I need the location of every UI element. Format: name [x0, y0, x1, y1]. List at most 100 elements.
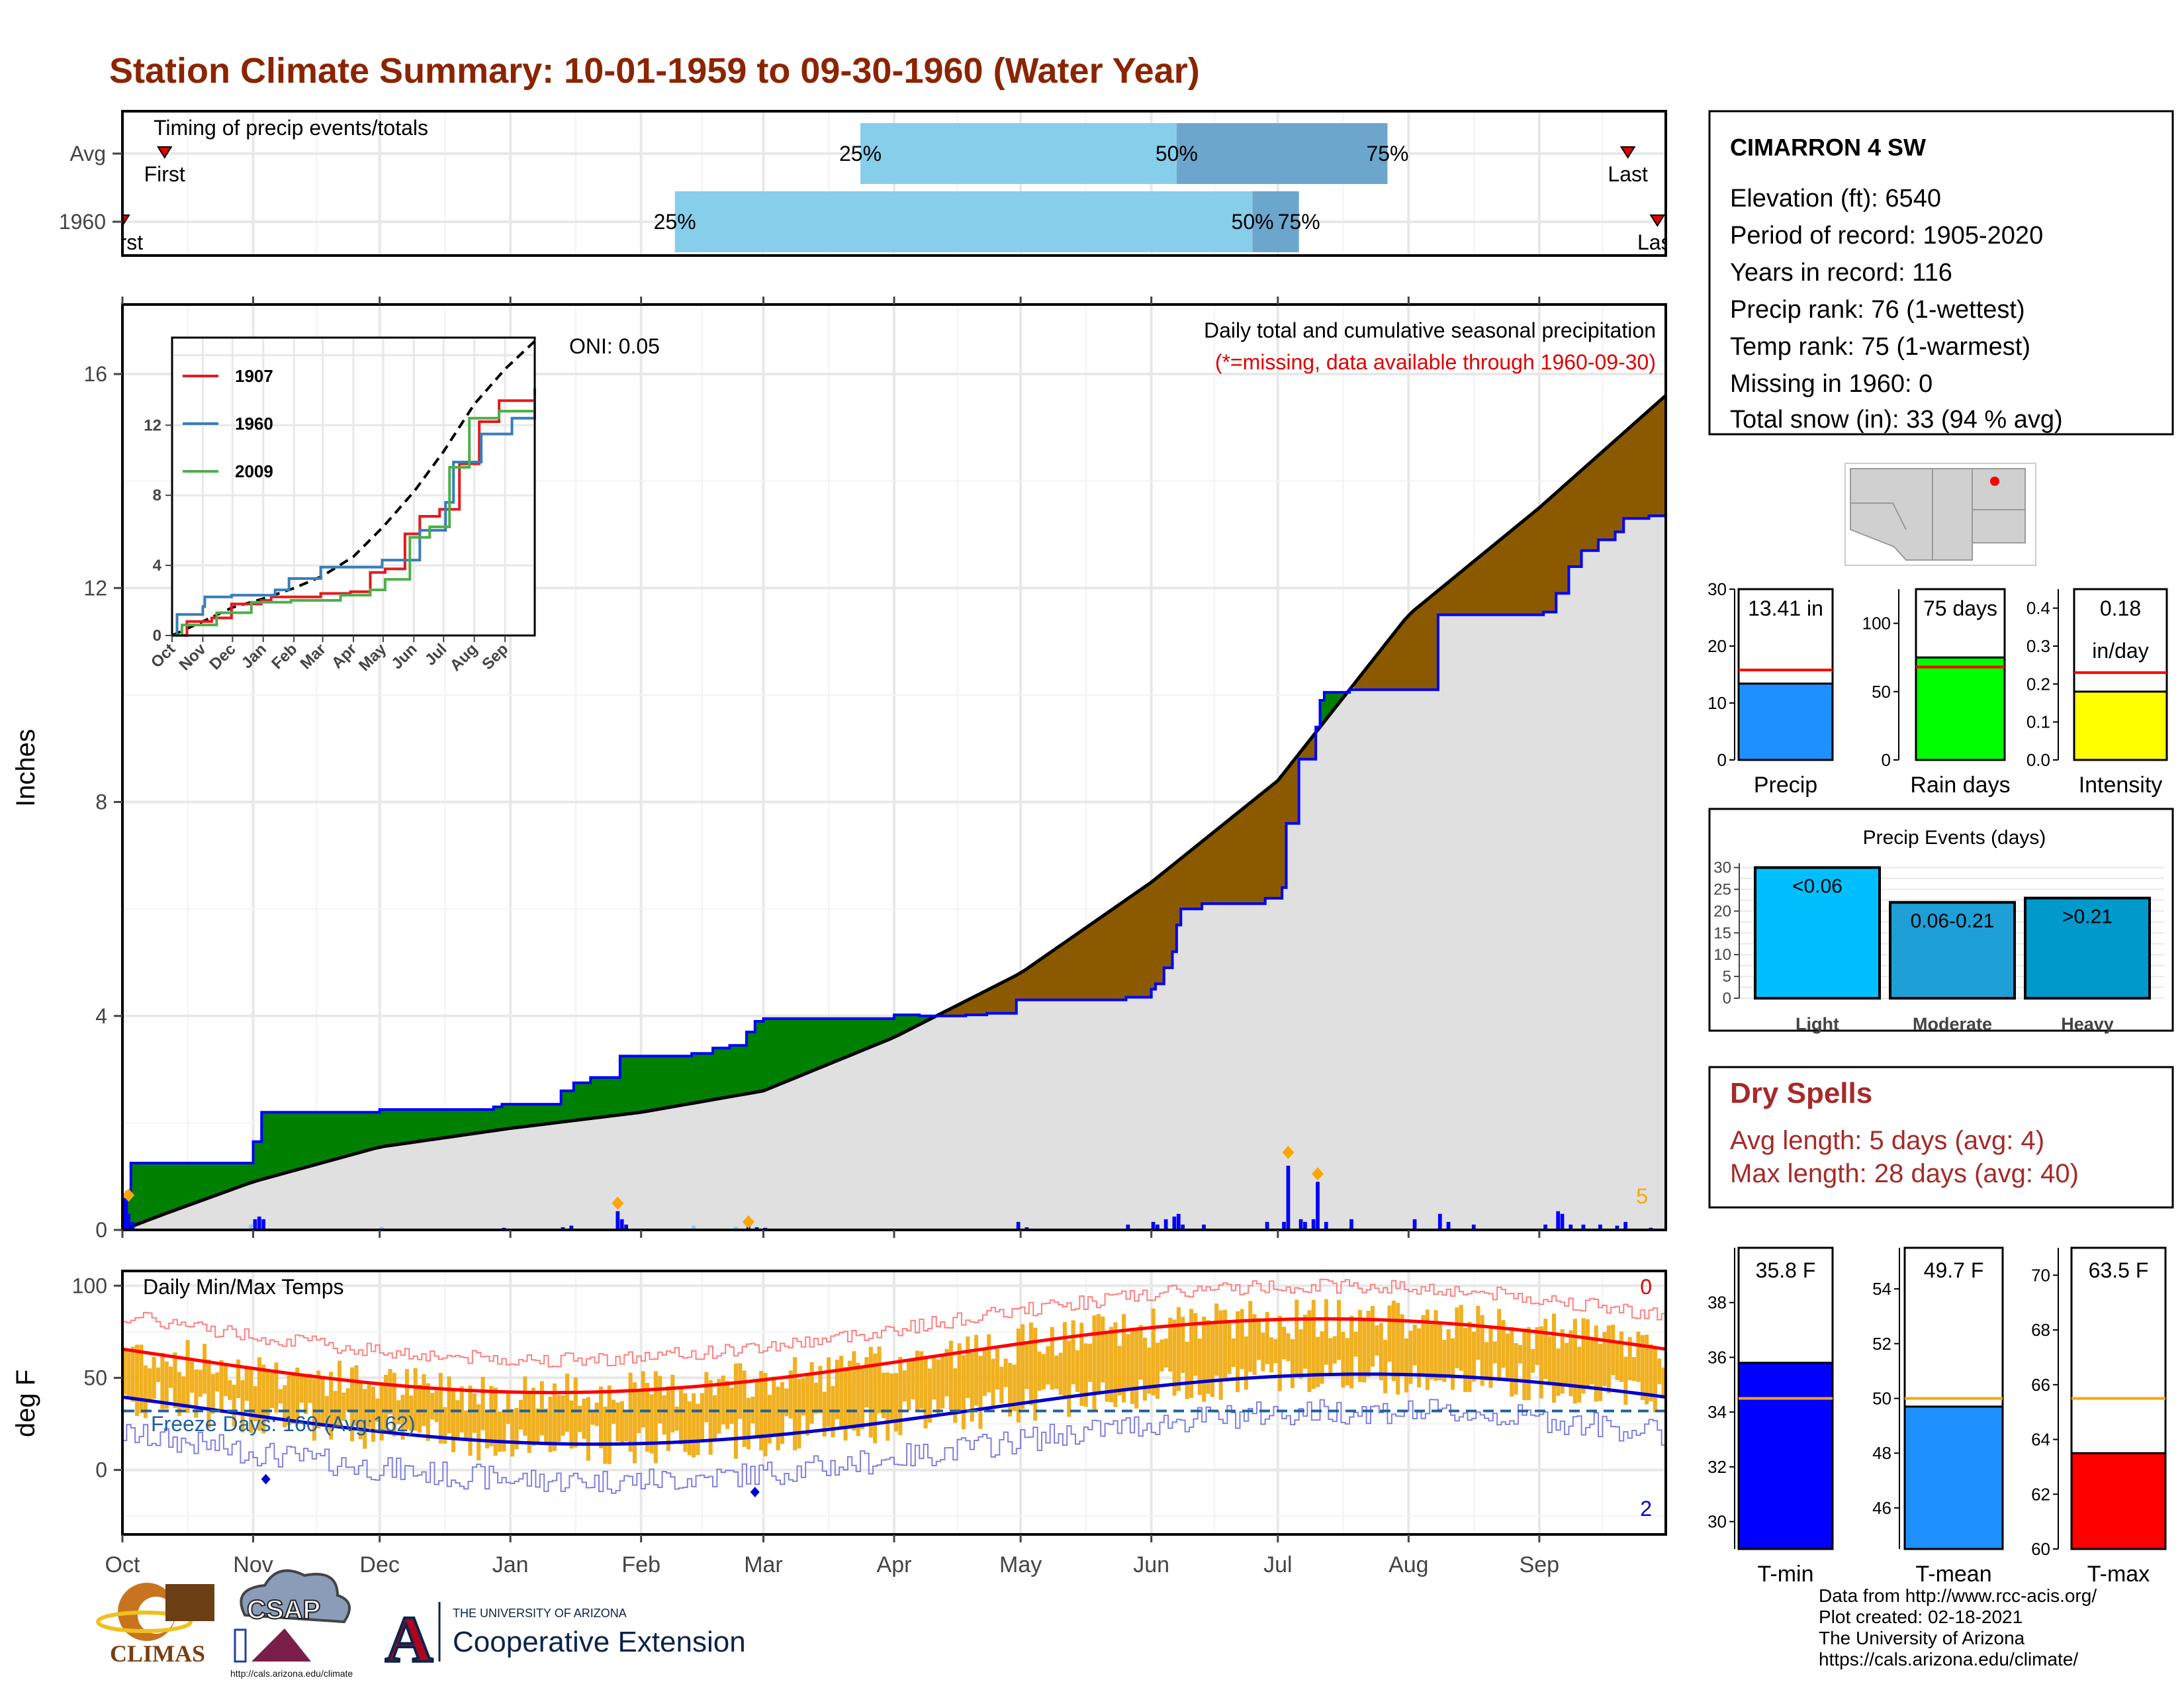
daily-temp-bar — [1623, 1356, 1628, 1405]
daily-precip-bar — [1298, 1219, 1303, 1230]
daily-temp-bar — [548, 1396, 553, 1452]
daily-precip-bar — [1303, 1221, 1307, 1230]
daily-temp-bar — [244, 1366, 249, 1401]
daily-temp-bar — [1320, 1331, 1324, 1384]
daily-temp-bar — [1290, 1339, 1295, 1389]
daily-temp-bar — [1446, 1329, 1451, 1376]
daily-temp-bar — [590, 1412, 595, 1425]
daily-temp-bar — [898, 1356, 903, 1436]
daily-temp-bar — [1016, 1328, 1021, 1423]
ua-letter: A — [385, 1603, 433, 1676]
daily-temp-bar — [156, 1367, 161, 1382]
daily-temp-bar — [1273, 1338, 1278, 1364]
daily-temp-bar — [1210, 1323, 1214, 1397]
daily-temp-bar — [1130, 1329, 1134, 1404]
daily-temp-bar — [354, 1365, 359, 1427]
daily-temp-bar — [1560, 1329, 1565, 1394]
daily-temp-bar — [679, 1389, 684, 1445]
daily-temp-bar — [987, 1334, 991, 1393]
daily-snow-bar — [249, 1224, 253, 1230]
daily-temp-bar — [1092, 1315, 1097, 1410]
daily-precip-bar — [615, 1211, 620, 1230]
snow-marker — [612, 1196, 624, 1210]
daily-temp-bar — [902, 1370, 907, 1402]
temp-xtick-label: Mar — [744, 1552, 783, 1577]
precip-panel: 0 4 8 12 16 Inches Daily total and cumulativ… — [11, 297, 1667, 1242]
daily-temp-bar — [881, 1372, 886, 1419]
tmin-ytick-label: 30 — [1707, 1512, 1727, 1532]
intensity-bar — [2073, 690, 2168, 761]
daily-temp-bar — [754, 1382, 759, 1436]
rain_days-label: Rain days — [1910, 773, 2010, 798]
normal-cumulative-line — [122, 394, 1667, 1232]
daily-temp-bar — [527, 1393, 531, 1453]
daily-temp-bar — [704, 1372, 709, 1423]
daily-temp-bar — [409, 1395, 414, 1432]
daily-temp-bar — [1353, 1331, 1358, 1357]
hot-days-count: 0 — [1640, 1275, 1652, 1299]
daily-temp-bar — [143, 1365, 148, 1419]
daily-temp-bar — [991, 1358, 995, 1407]
daily-temp-bar — [1661, 1367, 1666, 1395]
daily-temp-bar — [451, 1391, 456, 1452]
daily-temp-bar — [1455, 1307, 1459, 1368]
daily-temp-bar — [203, 1343, 207, 1394]
daily-temp-bar — [978, 1356, 983, 1429]
daily-temp-bar — [152, 1356, 156, 1399]
daily-temp-bar — [164, 1361, 169, 1409]
daily-temp-bar — [122, 1349, 127, 1395]
daily-temp-bar — [236, 1359, 241, 1398]
timing-label-50: 50% — [1232, 210, 1274, 234]
station-line: Missing in 1960: 0 — [1730, 370, 1933, 398]
daily-temp-bar — [1147, 1347, 1152, 1394]
timing-label-75: 75% — [1278, 210, 1320, 234]
daily-temp-bar — [729, 1387, 734, 1424]
daily-temp-bar — [1345, 1338, 1349, 1386]
daily-temp-bar — [1079, 1323, 1084, 1406]
daily-temp-bar — [232, 1384, 236, 1427]
precip-bar — [1737, 682, 1834, 761]
events-ytick-label: 0 — [1723, 990, 1731, 1008]
precip-label: Precip — [1754, 773, 1817, 798]
daily-temp-bar — [1277, 1315, 1282, 1391]
daily-temp-bar — [1028, 1322, 1033, 1405]
daily-precip-bar — [1163, 1219, 1168, 1230]
daily-temp-bar — [1459, 1305, 1463, 1371]
daily-temp-bar — [1598, 1343, 1603, 1401]
daily-precip-bar — [122, 1197, 126, 1230]
intensity-label: Intensity — [2079, 773, 2163, 798]
daily-temp-bar — [1037, 1351, 1042, 1391]
daily-temp-bar — [316, 1370, 321, 1429]
daily-precip-bar — [1126, 1224, 1130, 1230]
timing-marker-last — [1619, 146, 1636, 159]
daily-temp-bar — [265, 1371, 270, 1421]
daily-temp-bar — [194, 1369, 199, 1418]
daily-temp-bar — [1024, 1341, 1029, 1389]
daily-temp-bar — [1387, 1305, 1392, 1362]
daily-temp-bar — [472, 1393, 477, 1433]
daily-temp-bar — [999, 1366, 1004, 1403]
precip-ytick-label: 20 — [1707, 636, 1727, 656]
daily-temp-bar — [1021, 1324, 1025, 1409]
tmean-ytick-label: 50 — [1872, 1389, 1891, 1409]
daily-precip-bar — [253, 1219, 257, 1230]
daily-temp-bar — [1349, 1315, 1354, 1389]
events-title: Precip Events (days) — [1863, 827, 2046, 849]
daily-temp-bar — [915, 1350, 919, 1411]
ua-logo: A THE UNIVERSITY OF ARIZONA Cooperative … — [384, 1601, 746, 1677]
events-ytick-label: 20 — [1713, 902, 1731, 920]
snow-marker — [742, 1215, 754, 1229]
daily-temp-bar — [303, 1375, 308, 1415]
timing-label-25: 25% — [839, 142, 882, 165]
daily-temp-bar — [1088, 1344, 1093, 1382]
daily-precip-bar — [561, 1227, 565, 1230]
tmax-ytick-label: 70 — [2031, 1265, 2050, 1285]
oni-value: ONI: 0.05 — [569, 334, 660, 358]
daily-temp-bar — [847, 1360, 852, 1426]
daily-temp-bar — [957, 1343, 962, 1413]
daily-temp-bar — [1510, 1327, 1514, 1397]
intensity-ytick-label: 0.3 — [2026, 636, 2050, 656]
daily-temp-bar — [1101, 1316, 1105, 1383]
daily-temp-bar — [1151, 1308, 1156, 1395]
